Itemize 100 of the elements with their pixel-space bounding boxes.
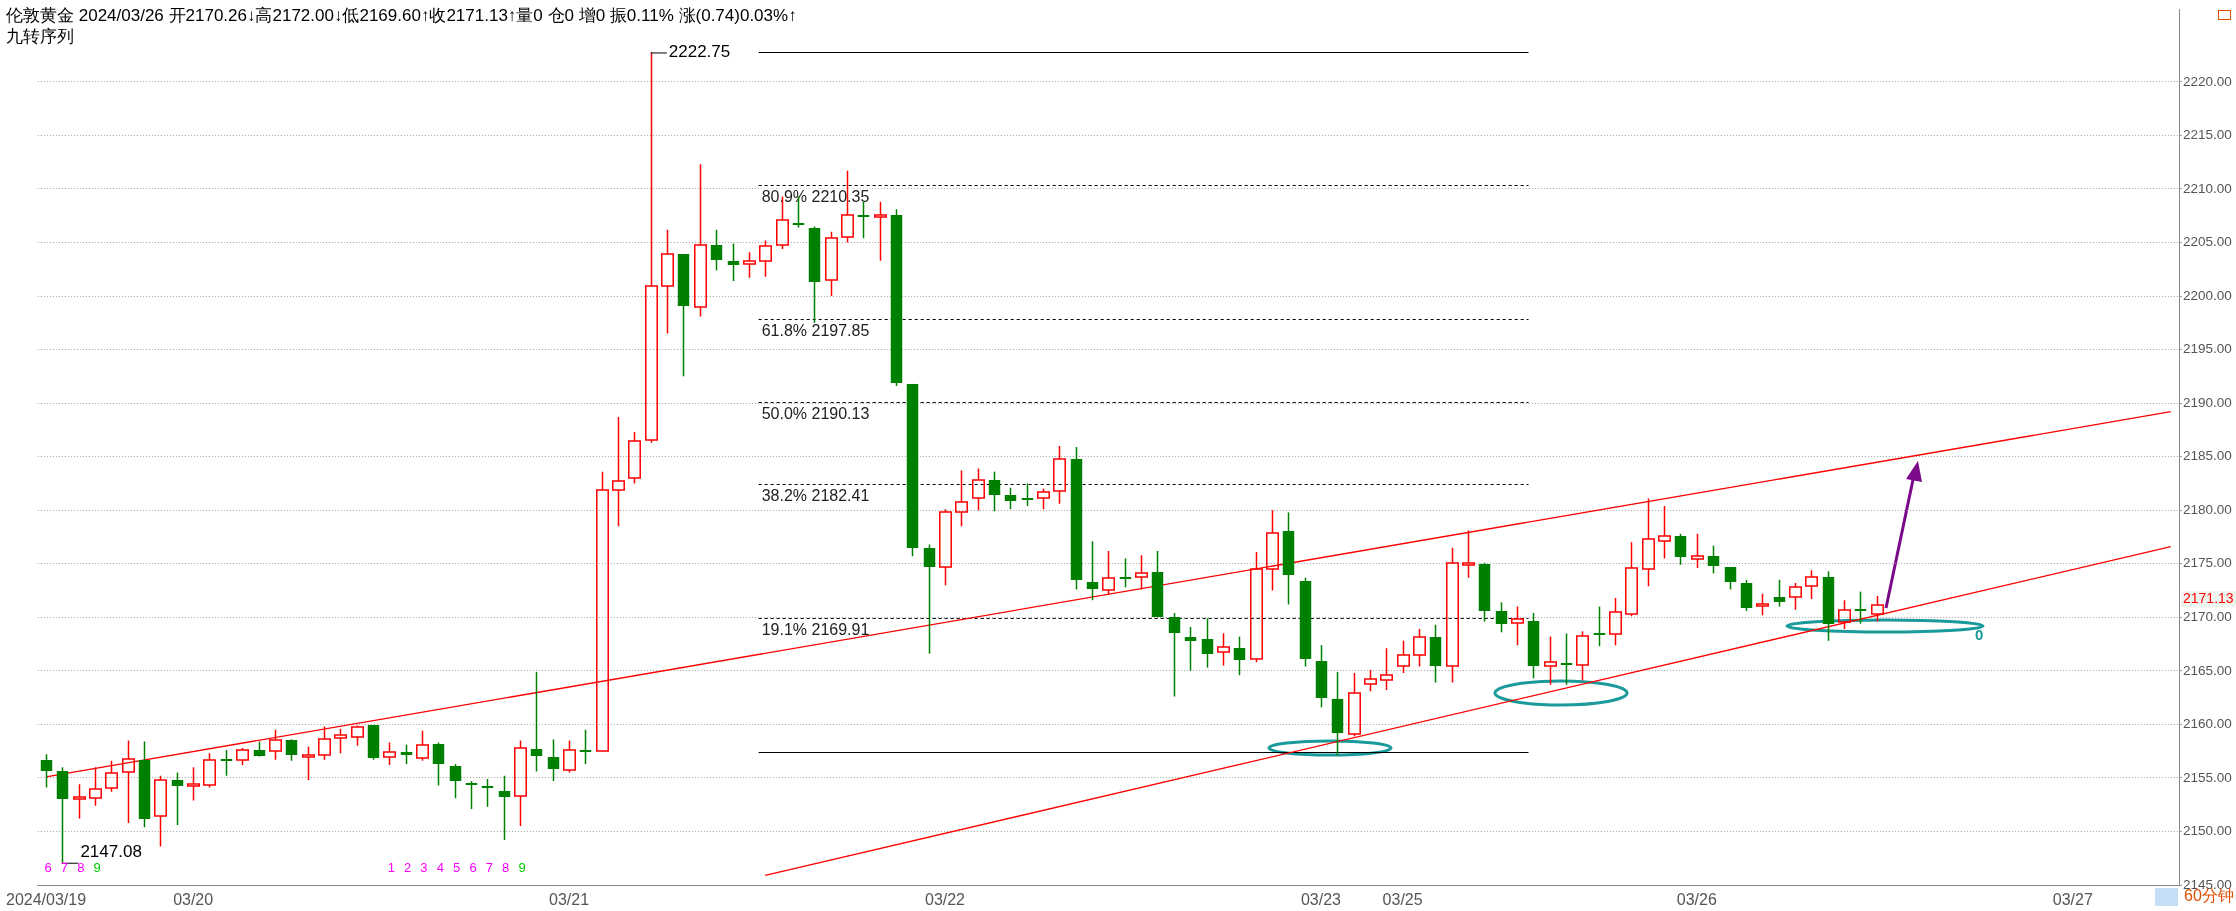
candlestick — [1773, 579, 1786, 608]
candlestick — [1184, 626, 1197, 672]
candlestick — [857, 201, 870, 239]
candlestick — [939, 508, 952, 586]
candlestick — [710, 228, 723, 272]
candlestick — [1168, 612, 1181, 698]
candlestick — [465, 780, 478, 810]
x-tick-label: 03/21 — [549, 891, 590, 909]
candlestick — [269, 728, 282, 761]
candlestick — [449, 763, 462, 800]
x-tick-label: 03/26 — [1676, 891, 1717, 909]
candlestick — [1135, 554, 1148, 591]
candlestick — [302, 746, 315, 781]
candlestick — [334, 727, 347, 755]
x-tick-label: 03/23 — [1300, 891, 1342, 909]
text: 1 2 3 4 5 6 7 8 9 — [387, 859, 526, 875]
ref-line-label: 61.8% 2197.85 — [761, 321, 870, 339]
candlestick — [1348, 672, 1361, 737]
y-tick-label: 2170.00 — [2183, 609, 2232, 625]
candlestick — [73, 783, 86, 820]
candlestick — [1593, 605, 1606, 647]
text: 九转序列 — [6, 26, 74, 48]
x-tick-label: 03/27 — [2052, 891, 2093, 909]
candlestick — [432, 741, 445, 787]
candlestick — [923, 543, 936, 655]
candlestick — [1102, 550, 1115, 596]
candlestick — [1397, 640, 1410, 674]
candlestick — [1004, 486, 1017, 510]
candlestick — [972, 467, 985, 511]
text: 2171.13 — [2183, 590, 2234, 607]
candlestick — [498, 775, 511, 841]
y-tick-label: 2180.00 — [2183, 501, 2232, 517]
y-tick-label: 2155.00 — [2183, 769, 2232, 785]
candlestick — [1576, 630, 1589, 682]
candlestick — [40, 753, 53, 789]
candlestick — [1544, 635, 1557, 686]
candlestick — [1266, 509, 1279, 592]
candlestick — [1413, 628, 1426, 668]
candlestick — [743, 251, 756, 279]
y-tick-label: 2190.00 — [2183, 394, 2232, 410]
candlestick — [1053, 445, 1066, 505]
candlestick — [955, 469, 968, 528]
candlestick — [1495, 601, 1508, 634]
ref-line-label: 50.0% 2190.13 — [761, 404, 870, 422]
y-tick-label: 2175.00 — [2183, 555, 2232, 571]
annotation: 2147.08 — [80, 842, 142, 862]
y-tick-label: 2160.00 — [2183, 716, 2232, 732]
candlestick — [1560, 632, 1573, 686]
x-tick-label: 03/22 — [924, 891, 966, 909]
candlestick — [727, 242, 740, 282]
candlestick — [694, 163, 707, 318]
candlestick — [187, 766, 200, 802]
x-tick-label: 2024/03/19 — [6, 891, 87, 909]
candlestick — [1462, 529, 1475, 579]
candlestick — [1217, 632, 1230, 667]
y-tick-label: 2195.00 — [2183, 341, 2232, 357]
candlestick — [596, 470, 609, 752]
y-tick-label: 2220.00 — [2183, 73, 2232, 89]
candlestick — [1380, 647, 1393, 691]
candlestick — [1674, 533, 1687, 566]
candlestick — [1511, 605, 1524, 646]
y-tick-label: 2205.00 — [2183, 234, 2232, 250]
chart-title: 伦敦黄金 2024/03/26 开2170.26↓高2172.00↓低2169.60↑收2171.13↑量0 仓0 增0 振0.11% 涨(0.74)0.03%↑ — [6, 5, 797, 27]
candlestick — [481, 778, 494, 808]
candlestick — [1201, 617, 1214, 669]
candlestick — [579, 728, 592, 765]
candlestick — [1691, 533, 1704, 569]
candlestick — [154, 775, 167, 848]
candlestick — [1086, 540, 1099, 601]
candlestick — [1119, 557, 1132, 589]
candlestick — [1805, 569, 1818, 600]
candlestick — [1658, 505, 1671, 560]
candlestick — [1233, 635, 1246, 676]
candlestick — [530, 671, 543, 773]
candlestick — [285, 738, 298, 762]
candlestick — [645, 51, 658, 444]
candlestick — [171, 771, 184, 826]
ref-line-label: 38.2% 2182.41 — [761, 486, 870, 504]
candlestick — [547, 738, 560, 782]
candlestick — [400, 743, 413, 765]
y-tick-label: 2215.00 — [2183, 127, 2232, 143]
candlestick — [1250, 551, 1263, 664]
candlestick — [612, 416, 625, 528]
ref-line-label: 19.1% 2169.91 — [761, 620, 870, 638]
candlestick — [514, 739, 527, 827]
annotation: 2222.75 — [668, 42, 731, 62]
candlestick — [1625, 541, 1638, 617]
candlestick — [661, 228, 674, 335]
x-tick-label: 03/20 — [173, 891, 214, 909]
candlestick — [825, 231, 838, 297]
y-tick-label: 2200.00 — [2183, 287, 2232, 303]
x-tick-label: 03/25 — [1382, 891, 1423, 909]
candlestick — [1609, 597, 1622, 646]
annotation: 6 7 8 9 — [44, 859, 101, 875]
candlestick — [1756, 593, 1769, 616]
y-tick-label: 2185.00 — [2183, 448, 2232, 464]
candlestick — [220, 749, 233, 777]
candlestick — [1021, 482, 1034, 507]
candlestick — [1854, 590, 1867, 625]
annotation: 0 — [1975, 626, 1984, 644]
